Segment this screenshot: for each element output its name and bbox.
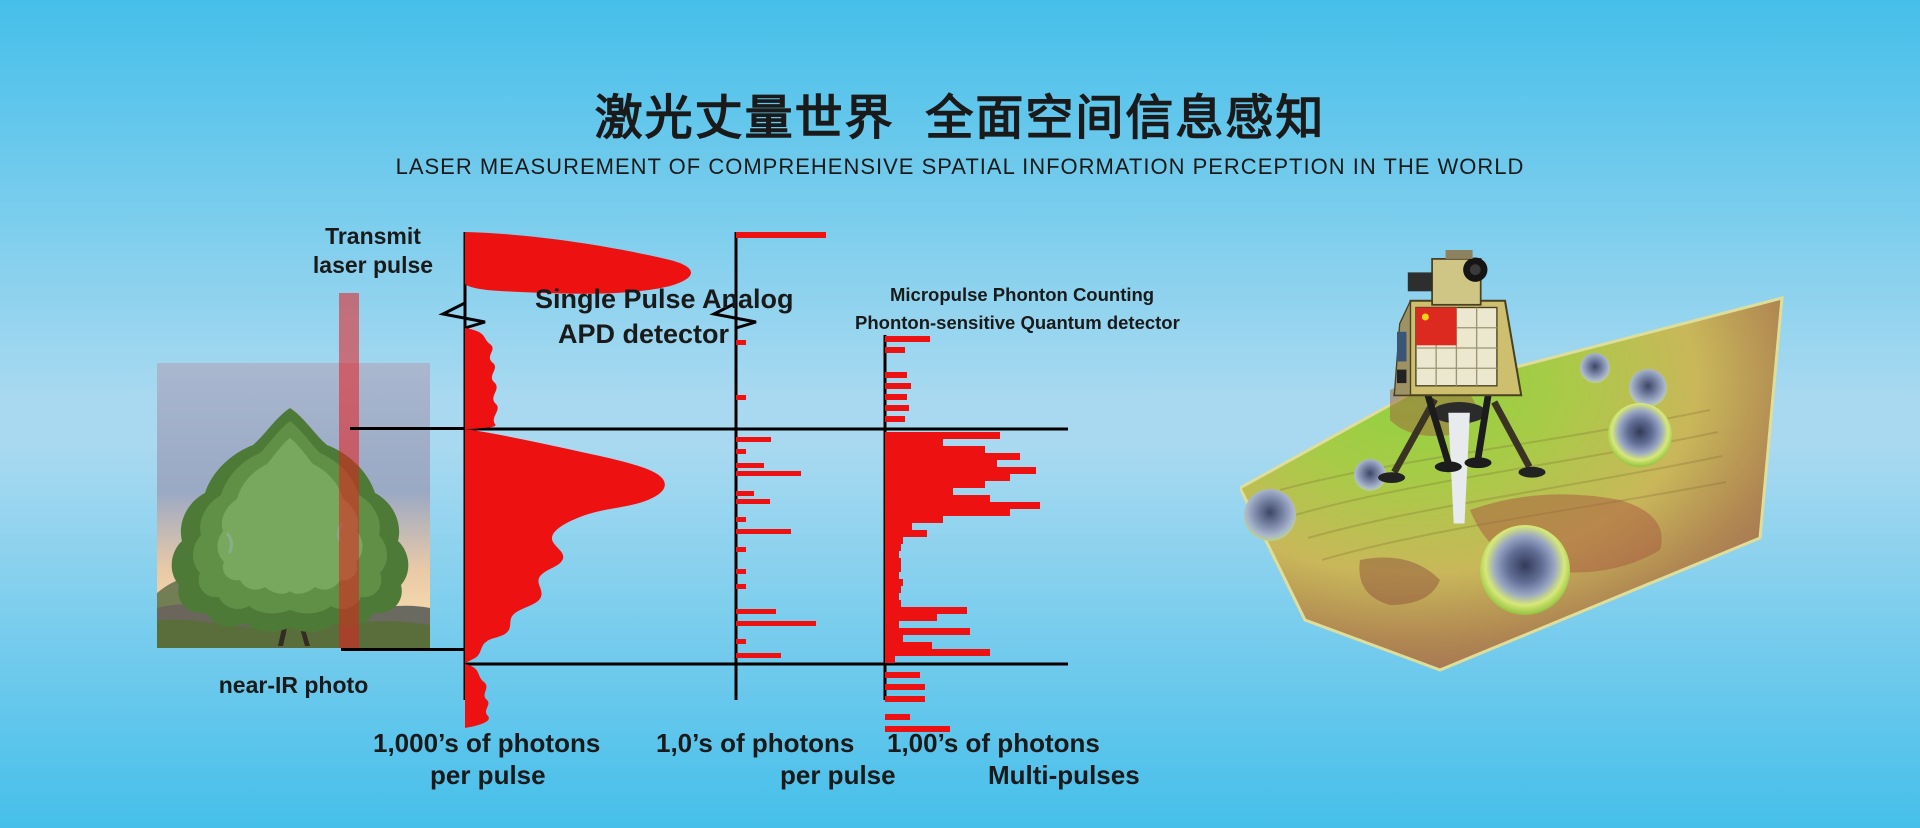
svg-text:Multi-pulses: Multi-pulses <box>988 760 1140 790</box>
svg-text:1,0’s of photons: 1,0’s of photons <box>656 728 854 758</box>
svg-text:1,000’s of photons: 1,000’s of photons <box>373 728 600 758</box>
svg-text:Micropulse Phonton Counting: Micropulse Phonton Counting <box>890 284 1154 305</box>
svg-text:APD detector: APD detector <box>558 319 730 349</box>
svg-text:1,00’s of photons: 1,00’s of photons <box>887 728 1100 758</box>
svg-text:Single Pulse Analog: Single Pulse Analog <box>535 284 794 314</box>
svg-text:per pulse: per pulse <box>780 760 896 790</box>
svg-text:Phonton-sensitive Quantum dete: Phonton-sensitive Quantum detector <box>855 312 1180 333</box>
svg-text:per pulse: per pulse <box>430 760 546 790</box>
